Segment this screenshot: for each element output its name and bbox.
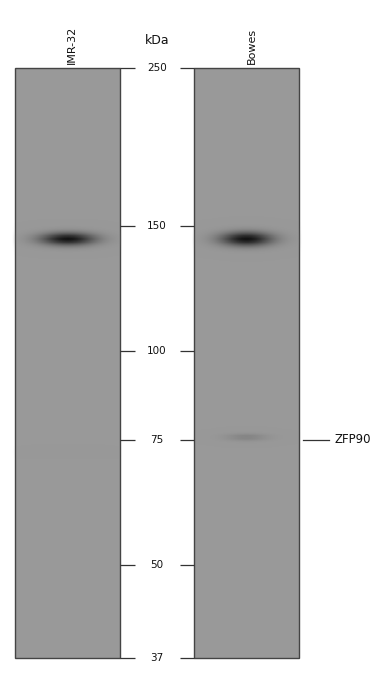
Text: 150: 150: [147, 220, 167, 231]
Text: 75: 75: [150, 435, 164, 445]
Text: Bowes: Bowes: [247, 28, 257, 64]
Text: kDa: kDa: [145, 35, 169, 47]
Text: 250: 250: [147, 63, 167, 73]
Text: 50: 50: [150, 560, 164, 570]
Bar: [194, 68, 299, 658]
Text: ZFP90: ZFP90: [335, 433, 371, 446]
Text: 100: 100: [147, 346, 167, 356]
Text: IMR-32: IMR-32: [67, 26, 77, 64]
Bar: [15, 68, 120, 658]
Text: 37: 37: [150, 653, 164, 662]
